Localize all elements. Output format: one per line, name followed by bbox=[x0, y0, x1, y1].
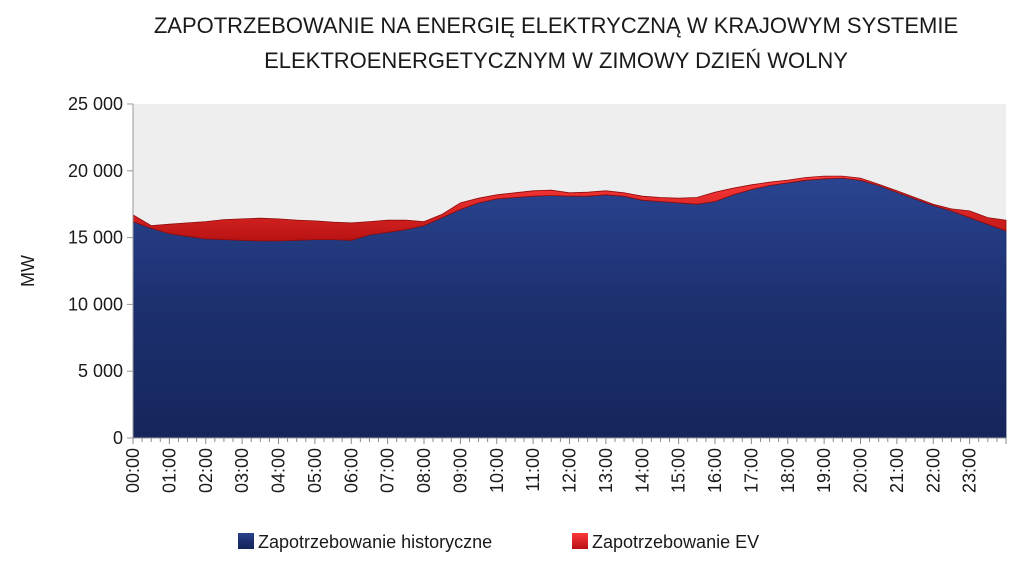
x-tick-label: 21:00 bbox=[887, 448, 907, 493]
legend-swatch-ev bbox=[572, 533, 588, 549]
y-tick-label: 5 000 bbox=[78, 361, 123, 381]
y-tick-label: 10 000 bbox=[68, 294, 123, 314]
x-tick-label: 19:00 bbox=[814, 448, 834, 493]
x-tick-label: 22:00 bbox=[923, 448, 943, 493]
x-tick-label: 00:00 bbox=[123, 448, 143, 493]
legend-label-ev: Zapotrzebowanie EV bbox=[592, 532, 759, 552]
x-tick-label: 13:00 bbox=[596, 448, 616, 493]
y-axis-label: MW bbox=[18, 255, 38, 287]
x-tick-label: 04:00 bbox=[269, 448, 289, 493]
area-ev bbox=[132, 175, 1007, 242]
x-tick-label: 05:00 bbox=[305, 448, 325, 493]
x-tick-label: 03:00 bbox=[232, 448, 252, 493]
x-tick-label: 12:00 bbox=[560, 448, 580, 493]
x-tick-label: 20:00 bbox=[851, 448, 871, 493]
x-tick-label: 09:00 bbox=[450, 448, 470, 493]
x-tick-label: 14:00 bbox=[632, 448, 652, 493]
x-tick-label: 02:00 bbox=[196, 448, 216, 493]
y-tick-label: 25 000 bbox=[68, 94, 123, 114]
x-axis-ticks: 00:00 01:00 02:00 03:00 04:00 05:00 06:00 07:00… bbox=[123, 438, 1007, 493]
chart-title-line-1: ZAPOTRZEBOWANIE NA ENERGIĘ ELEKTRYCZNĄ W… bbox=[154, 13, 958, 38]
x-tick-label: 18:00 bbox=[778, 448, 798, 493]
x-tick-label: 01:00 bbox=[159, 448, 179, 493]
y-tick-label: 20 000 bbox=[68, 161, 123, 181]
y-axis-ticks: 0 5 000 10 000 15 000 20 000 25 000 bbox=[68, 94, 133, 448]
x-tick-label: 07:00 bbox=[378, 448, 398, 493]
chart-title-line-2: ELEKTROENERGETYCZNYM W ZIMOWY DZIEŃ WOLN… bbox=[264, 48, 848, 73]
x-tick-label: 16:00 bbox=[705, 448, 725, 493]
legend-label-historical: Zapotrzebowanie historyczne bbox=[258, 532, 492, 552]
x-tick-label: 23:00 bbox=[960, 448, 980, 493]
x-tick-label: 17:00 bbox=[741, 448, 761, 493]
x-tick-label: 10:00 bbox=[487, 448, 507, 493]
x-tick-label: 11:00 bbox=[523, 448, 543, 492]
legend-swatch-historical bbox=[238, 533, 254, 549]
y-tick-label: 0 bbox=[113, 428, 123, 448]
x-tick-label: 15:00 bbox=[669, 448, 689, 493]
x-tick-label: 06:00 bbox=[341, 448, 361, 493]
x-tick-label: 08:00 bbox=[414, 448, 434, 493]
legend: Zapotrzebowanie historyczne Zapotrzebowa… bbox=[238, 532, 759, 552]
y-tick-label: 15 000 bbox=[68, 228, 123, 248]
